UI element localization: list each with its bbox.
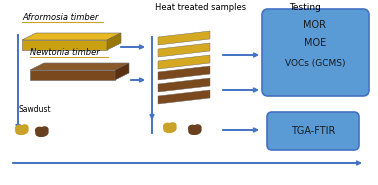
Ellipse shape xyxy=(164,123,171,129)
Ellipse shape xyxy=(164,124,176,132)
Ellipse shape xyxy=(16,126,28,134)
Text: MOR: MOR xyxy=(304,20,327,30)
Polygon shape xyxy=(158,55,210,69)
Text: Newtonia timber: Newtonia timber xyxy=(30,48,100,57)
Polygon shape xyxy=(30,70,115,80)
Ellipse shape xyxy=(169,123,176,128)
Ellipse shape xyxy=(194,125,201,130)
Polygon shape xyxy=(107,33,121,50)
Polygon shape xyxy=(158,90,210,104)
Text: Heat treated samples: Heat treated samples xyxy=(155,3,246,12)
FancyBboxPatch shape xyxy=(262,9,369,96)
Ellipse shape xyxy=(36,127,43,133)
Text: MOE: MOE xyxy=(304,38,326,48)
FancyBboxPatch shape xyxy=(267,112,359,150)
Ellipse shape xyxy=(189,126,201,134)
Text: Afrormosia timber: Afrormosia timber xyxy=(22,13,98,22)
Ellipse shape xyxy=(21,125,28,130)
Ellipse shape xyxy=(41,127,48,132)
Polygon shape xyxy=(158,66,210,80)
Ellipse shape xyxy=(15,125,23,131)
Polygon shape xyxy=(158,31,210,45)
Ellipse shape xyxy=(189,125,196,131)
Polygon shape xyxy=(158,43,210,57)
Ellipse shape xyxy=(16,129,25,134)
Polygon shape xyxy=(22,33,121,40)
Polygon shape xyxy=(158,78,210,92)
Ellipse shape xyxy=(189,129,198,134)
Text: VOCs (GCMS): VOCs (GCMS) xyxy=(285,58,345,68)
Polygon shape xyxy=(115,63,129,80)
Ellipse shape xyxy=(36,131,45,136)
Polygon shape xyxy=(22,40,107,50)
Text: Testing: Testing xyxy=(289,3,321,12)
Text: Sawdust: Sawdust xyxy=(18,105,51,114)
Ellipse shape xyxy=(164,127,172,132)
Ellipse shape xyxy=(36,128,48,136)
Text: TGA-FTIR: TGA-FTIR xyxy=(291,126,335,136)
Polygon shape xyxy=(30,63,129,70)
